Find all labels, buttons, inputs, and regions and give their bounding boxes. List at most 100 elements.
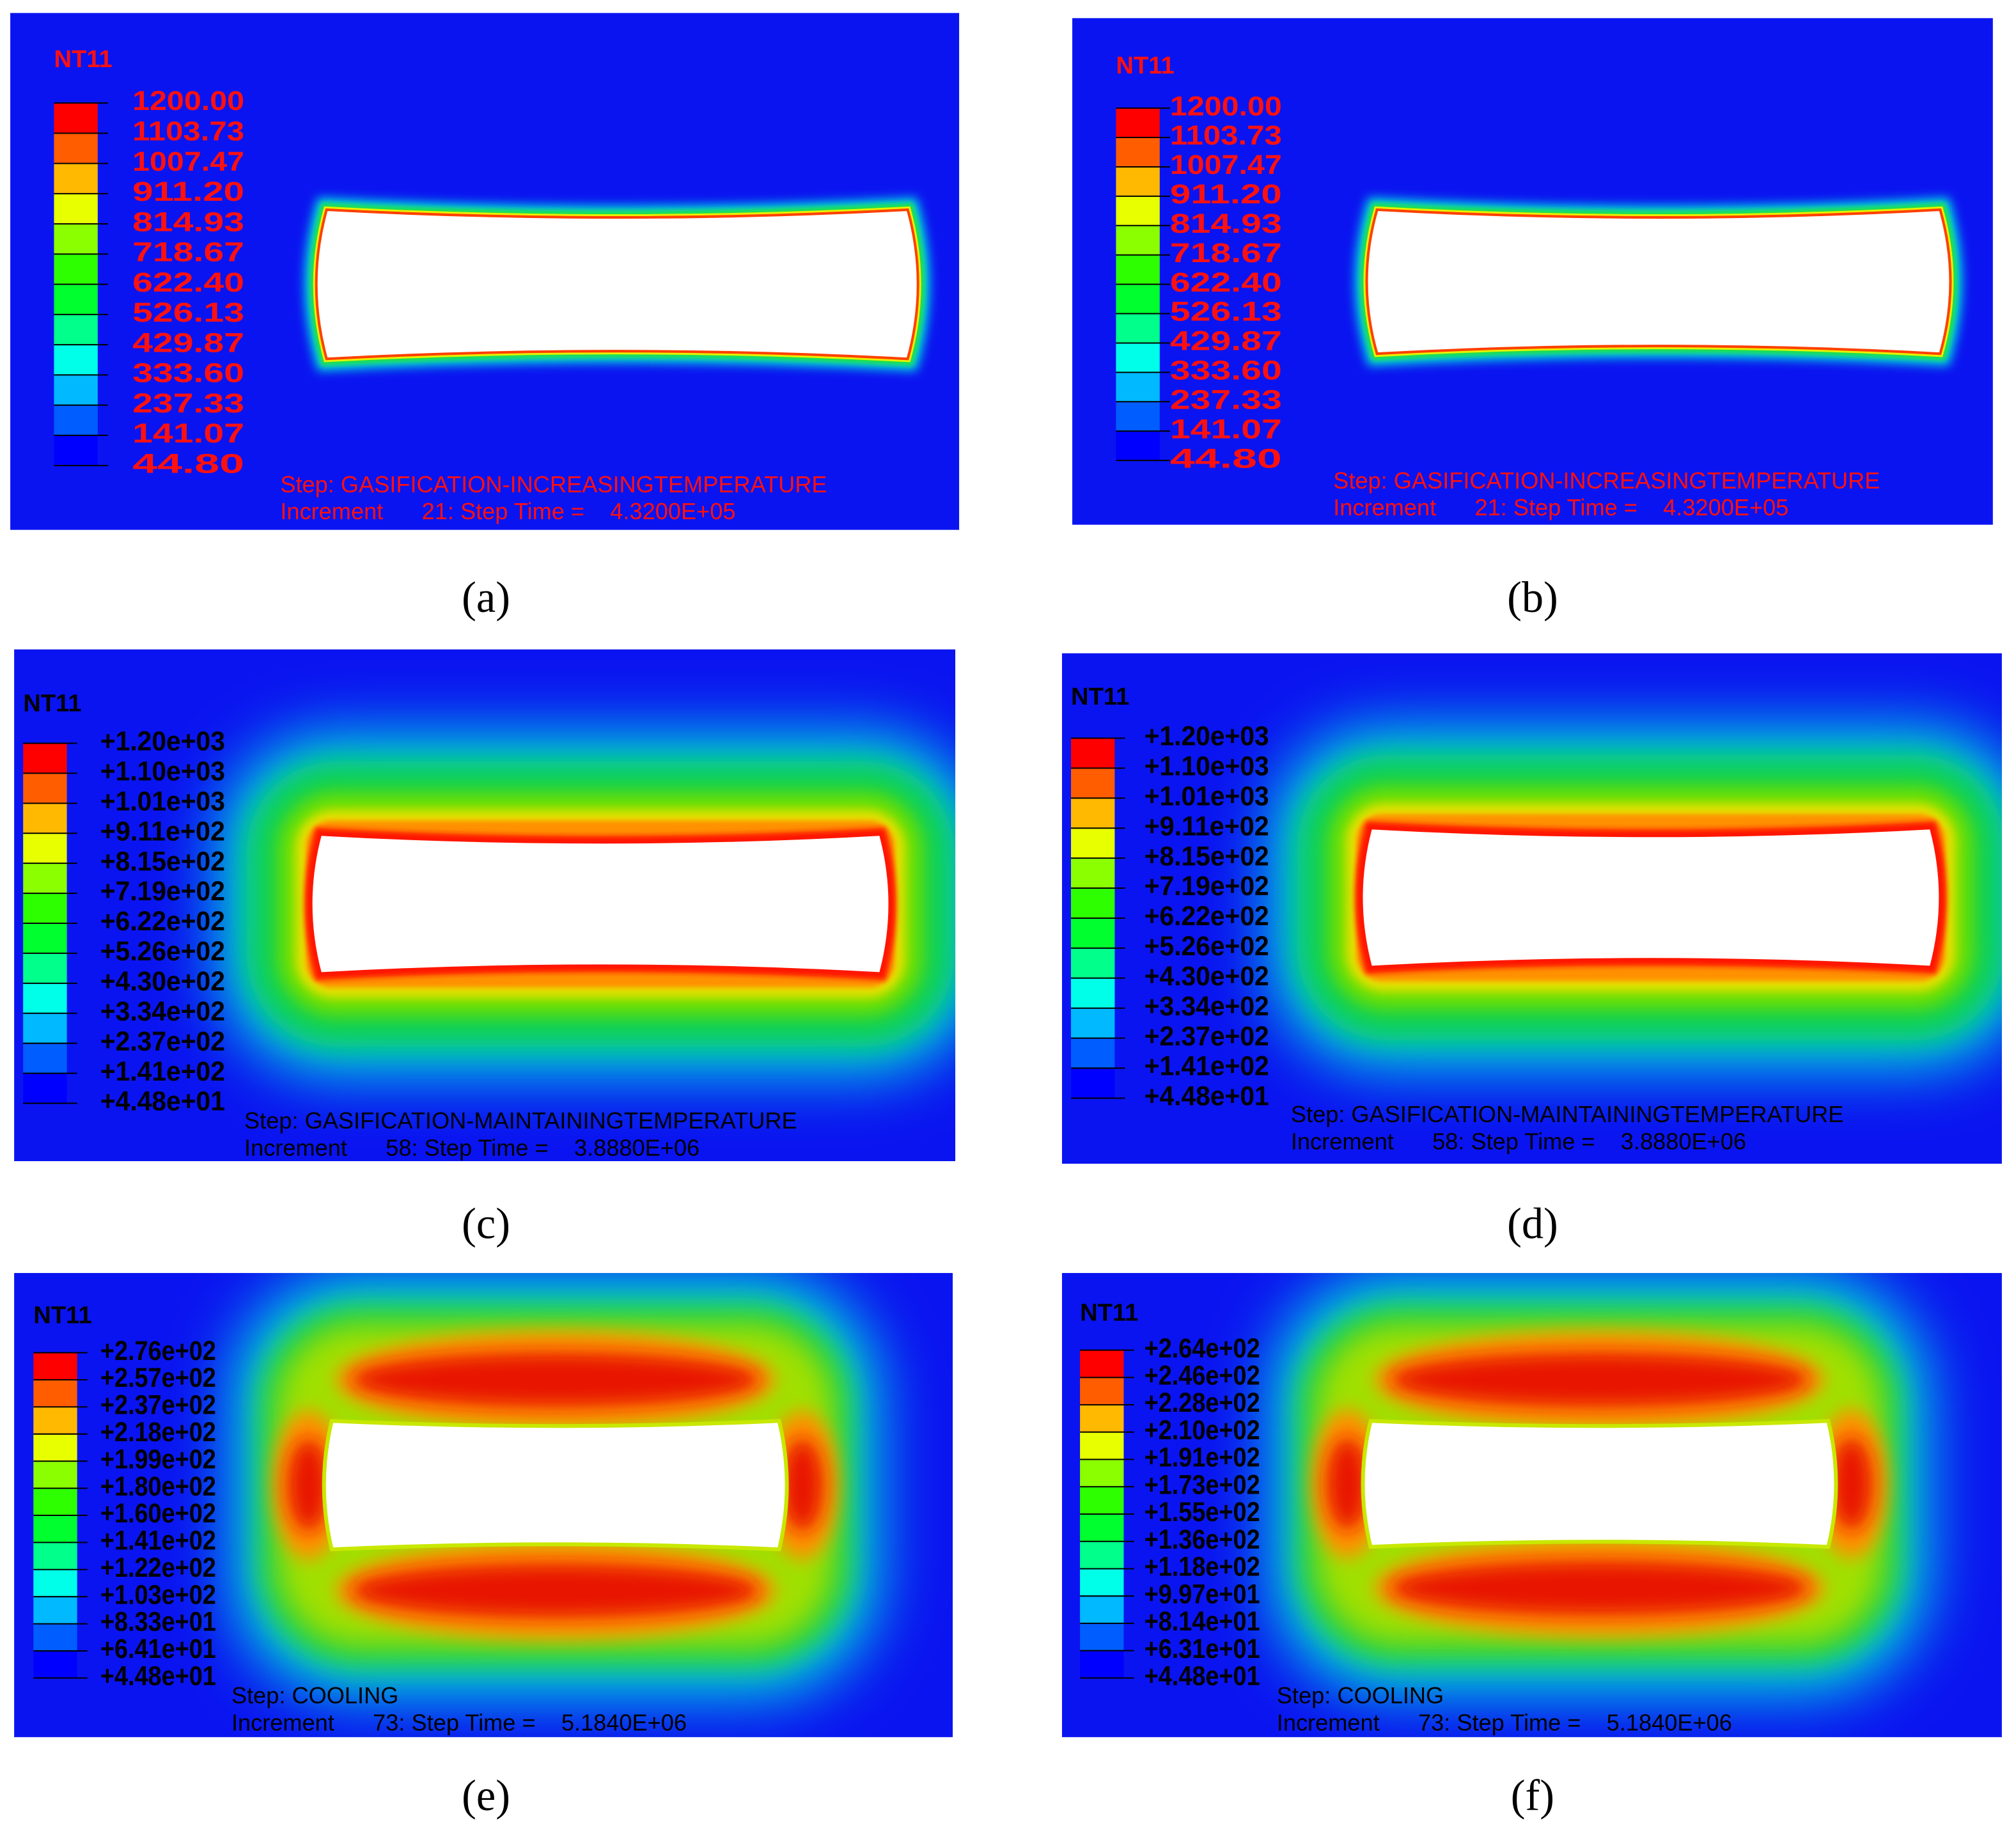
model [218, 733, 956, 1075]
legend-label: 237.33 [132, 388, 244, 418]
legend-band [1080, 1623, 1124, 1652]
legend-band [33, 1623, 77, 1652]
legend-label: 1007.47 [1170, 150, 1282, 180]
increment-text: Increment 21: Step Time = 4.3200E+05 [280, 498, 735, 524]
legend-label: 333.60 [1170, 356, 1282, 386]
legend-band [1071, 918, 1115, 949]
legend-label: +5.26e+02 [100, 936, 225, 966]
legend-band [1080, 1377, 1124, 1405]
legend-band [54, 314, 98, 345]
legend-label: +9.11e+02 [1145, 811, 1269, 841]
legend-label: 237.33 [1170, 384, 1282, 414]
legend-label: +4.30e+02 [1145, 961, 1269, 991]
legend-label: +1.01e+03 [100, 786, 225, 816]
legend-label: 1103.73 [1170, 120, 1282, 150]
legend-band [23, 773, 67, 804]
legend-band [54, 375, 98, 406]
panel: +2.64e+02+2.46e+02+2.28e+02+2.10e+02+1.9… [1061, 1272, 2002, 1820]
model [304, 198, 930, 371]
legend-title: NT11 [23, 689, 81, 717]
legend-band [54, 133, 98, 164]
legend-band [1080, 1568, 1124, 1597]
legend-band [1080, 1650, 1124, 1678]
legend-band [23, 743, 67, 774]
legend-band [23, 923, 67, 954]
legend-label: +1.01e+03 [1145, 781, 1269, 811]
legend-label: 814.93 [1170, 208, 1282, 238]
legend-label: +4.48e+01 [1145, 1081, 1269, 1111]
legend-label: +3.34e+02 [100, 996, 225, 1026]
legend-band [1080, 1350, 1124, 1378]
legend-label: +2.76e+02 [100, 1336, 216, 1366]
legend-label: 718.67 [1170, 238, 1282, 268]
legend-band [1071, 1008, 1115, 1039]
legend-label: +8.33e+01 [100, 1607, 216, 1637]
legend-title: NT11 [1116, 52, 1174, 79]
legend-title: NT11 [1071, 683, 1129, 710]
legend-label: +4.48e+01 [1145, 1661, 1260, 1691]
legend-band [33, 1380, 77, 1408]
legend-label: +9.11e+02 [100, 816, 225, 846]
hot-zone [781, 1439, 823, 1532]
step-text: Step: GASIFICATION-INCREASINGTEMPERATURE [280, 471, 827, 497]
legend-label: +4.48e+01 [100, 1086, 225, 1116]
legend-band [33, 1434, 77, 1462]
panel: +1.20e+03+1.10e+03+1.01e+03+9.11e+02+8.1… [1061, 653, 2002, 1247]
step-text: Step: GASIFICATION-MAINTAININGTEMPERATUR… [244, 1107, 797, 1134]
hot-zone [1389, 1561, 1809, 1615]
hot-zone [350, 1563, 760, 1618]
legend-label: 429.87 [132, 327, 244, 357]
legend-band [1071, 978, 1115, 1009]
legend-band [1071, 768, 1115, 799]
legend-label: 718.67 [132, 237, 244, 267]
legend-band [1080, 1459, 1124, 1487]
legend-label: 622.40 [1170, 267, 1282, 297]
legend-band [1080, 1596, 1124, 1624]
legend-band [1116, 431, 1160, 461]
legend-label: 911.20 [1170, 179, 1282, 209]
legend-label: 1007.47 [132, 146, 244, 176]
hot-zone [1831, 1437, 1872, 1531]
model [1269, 726, 2002, 1069]
legend-band [1116, 254, 1160, 285]
legend-label: +2.10e+02 [1145, 1415, 1260, 1445]
legend-band [1116, 372, 1160, 402]
legend-label: +6.22e+02 [1145, 901, 1269, 931]
legend-label: 44.80 [1170, 443, 1282, 473]
legend-label: +6.22e+02 [100, 906, 225, 936]
panel: 1200.001103.731007.47911.20814.93718.676… [10, 13, 960, 621]
panel-caption: (c) [462, 1199, 510, 1247]
legend-label: 526.13 [1170, 297, 1282, 327]
legend-label: +1.10e+03 [1145, 751, 1269, 781]
legend-band [1116, 137, 1160, 168]
legend-band [23, 983, 67, 1014]
legend-label: +4.48e+01 [100, 1661, 216, 1691]
legend-band [23, 1073, 67, 1104]
panel: +1.20e+03+1.10e+03+1.01e+03+9.11e+02+8.1… [14, 649, 956, 1247]
legend-band [33, 1597, 77, 1625]
legend-band [23, 1043, 67, 1074]
legend-band [33, 1407, 77, 1435]
legend-label: +1.41e+02 [100, 1056, 225, 1086]
legend-label: 526.13 [132, 297, 244, 327]
panel-caption: (a) [462, 573, 510, 621]
panel: 1200.001103.731007.47911.20814.93718.676… [1072, 18, 1993, 621]
legend-label: +1.10e+03 [100, 756, 225, 786]
legend-label: +1.20e+03 [100, 726, 225, 756]
increment-text: Increment 73: Step Time = 5.1840E+06 [1277, 1709, 1732, 1735]
legend-label: +1.73e+02 [1145, 1469, 1260, 1499]
legend-label: +2.28e+02 [1145, 1387, 1260, 1418]
legend-label: 1200.00 [1170, 91, 1282, 121]
legend-label: 622.40 [132, 267, 244, 297]
legend-label: +8.14e+01 [1145, 1606, 1260, 1636]
panel-caption: (d) [1507, 1199, 1558, 1247]
legend-band [1116, 166, 1160, 197]
hot-zone [1327, 1437, 1368, 1531]
legend-band [1080, 1541, 1124, 1570]
cavity [322, 1419, 789, 1552]
legend-label: +6.31e+01 [1145, 1634, 1260, 1664]
legend-band [33, 1515, 77, 1543]
legend-label: +2.37e+02 [100, 1390, 216, 1420]
legend-label: +8.15e+02 [1145, 841, 1269, 871]
